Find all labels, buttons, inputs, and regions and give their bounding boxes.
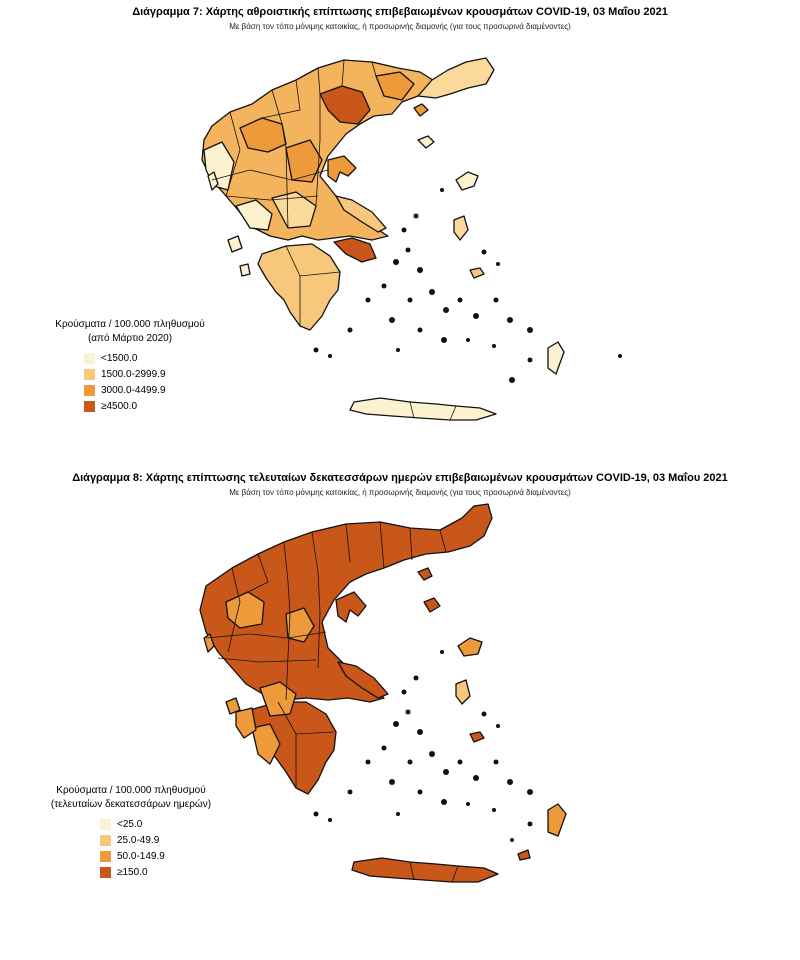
legend-item: 1500.0-2999.9	[84, 366, 230, 382]
island-lemnos	[417, 135, 435, 149]
legend-swatch	[100, 834, 111, 846]
legend-item: 25.0-49.9	[100, 832, 236, 848]
legend-swatch	[100, 818, 111, 830]
legend-item: 3000.0-4499.9	[84, 382, 230, 398]
greece-map-cumulative	[201, 57, 622, 421]
island-chios	[455, 679, 471, 705]
island-corfu	[203, 633, 215, 653]
island-kefalonia	[225, 697, 241, 715]
island-lemnos	[423, 597, 441, 613]
map-legend: Κρούσματα / 100.000 πληθυσμού (από Μάρτι…	[30, 318, 230, 414]
legend-label: ≥150.0	[117, 866, 148, 878]
region-mid-3	[375, 71, 415, 101]
map-title: Διάγραμμα 7: Χάρτης αθροιστικής επίπτωση…	[132, 6, 668, 18]
legend-label: ≥4500.0	[101, 400, 138, 412]
island-kos	[517, 849, 531, 861]
map-subtitle: Με βάση τον τόπο μόνιμης κατοικίας, ή πρ…	[229, 488, 571, 497]
map-panel-14day: Διάγραμμα 8: Χάρτης επίπτωσης τελευταίων…	[0, 462, 800, 960]
island-samos	[469, 267, 485, 279]
region-thrace	[417, 57, 495, 99]
legend-title: Κρούσματα / 100.000 πληθυσμού	[56, 785, 206, 796]
island-chios	[453, 215, 469, 241]
legend-label: 25.0-49.9	[117, 834, 160, 846]
legend-subtitle: (τελευταίων δεκατεσσάρων ημερών)	[50, 799, 212, 810]
legend-item: <1500.0	[84, 350, 230, 366]
island-thasos	[413, 103, 429, 117]
island-rhodes	[547, 803, 567, 837]
island-corfu	[207, 171, 219, 191]
region-mid-2	[285, 139, 323, 183]
region-peloponnese	[257, 243, 341, 331]
region-dark-2	[333, 237, 377, 263]
map-subtitle: Με βάση τον τόπο μόνιμης κατοικίας, ή πρ…	[229, 22, 571, 31]
legend-subtitle: (από Μάρτιο 2020)	[87, 333, 173, 344]
island-lesvos	[455, 171, 479, 191]
legend-item: <25.0	[100, 816, 236, 832]
legend-swatch	[84, 368, 95, 380]
legend-swatch	[100, 850, 111, 862]
legend-swatch	[84, 400, 95, 412]
region-chalkidiki	[327, 155, 357, 183]
legend-title: Κρούσματα / 100.000 πληθυσμού	[55, 319, 205, 330]
legend-swatch	[84, 352, 95, 364]
island-rhodes	[547, 341, 565, 375]
legend-label: 3000.0-4499.9	[101, 384, 166, 396]
legend-item: 50.0-149.9	[100, 848, 236, 864]
legend-label: <1500.0	[101, 352, 138, 364]
island-zakynthos	[239, 263, 251, 277]
region-euboea	[337, 661, 389, 699]
map-panel-cumulative: Διάγραμμα 7: Χάρτης αθροιστικής επίπτωση…	[0, 0, 800, 460]
region-crete	[351, 857, 499, 883]
region-dark-1	[319, 85, 371, 125]
island-thasos	[417, 567, 433, 581]
region-euboea	[335, 195, 387, 233]
greece-map-14day	[199, 503, 567, 883]
legend-item: ≥150.0	[100, 864, 236, 880]
map-legend: Κρούσματα / 100.000 πληθυσμού (τελευταίω…	[26, 784, 236, 880]
legend-label: 50.0-149.9	[117, 850, 165, 862]
map-title: Διάγραμμα 8: Χάρτης επίπτωσης τελευταίων…	[72, 472, 728, 484]
region-chalkidiki	[335, 591, 367, 623]
legend-item: ≥4500.0	[84, 398, 230, 414]
legend-label: <25.0	[117, 818, 143, 830]
region-mid-3	[251, 723, 281, 765]
legend-label: 1500.0-2999.9	[101, 368, 166, 380]
region-crete	[349, 397, 497, 421]
region-light-2	[235, 199, 273, 231]
island-kefalonia	[227, 235, 243, 253]
region-mid-2	[259, 681, 297, 717]
island-lesvos	[457, 637, 483, 657]
region-mid-5	[235, 707, 257, 739]
island-samos	[469, 731, 485, 743]
legend-swatch	[84, 384, 95, 396]
legend-swatch	[100, 866, 111, 878]
region-mid-4	[285, 607, 315, 643]
region-light-3	[271, 191, 317, 229]
